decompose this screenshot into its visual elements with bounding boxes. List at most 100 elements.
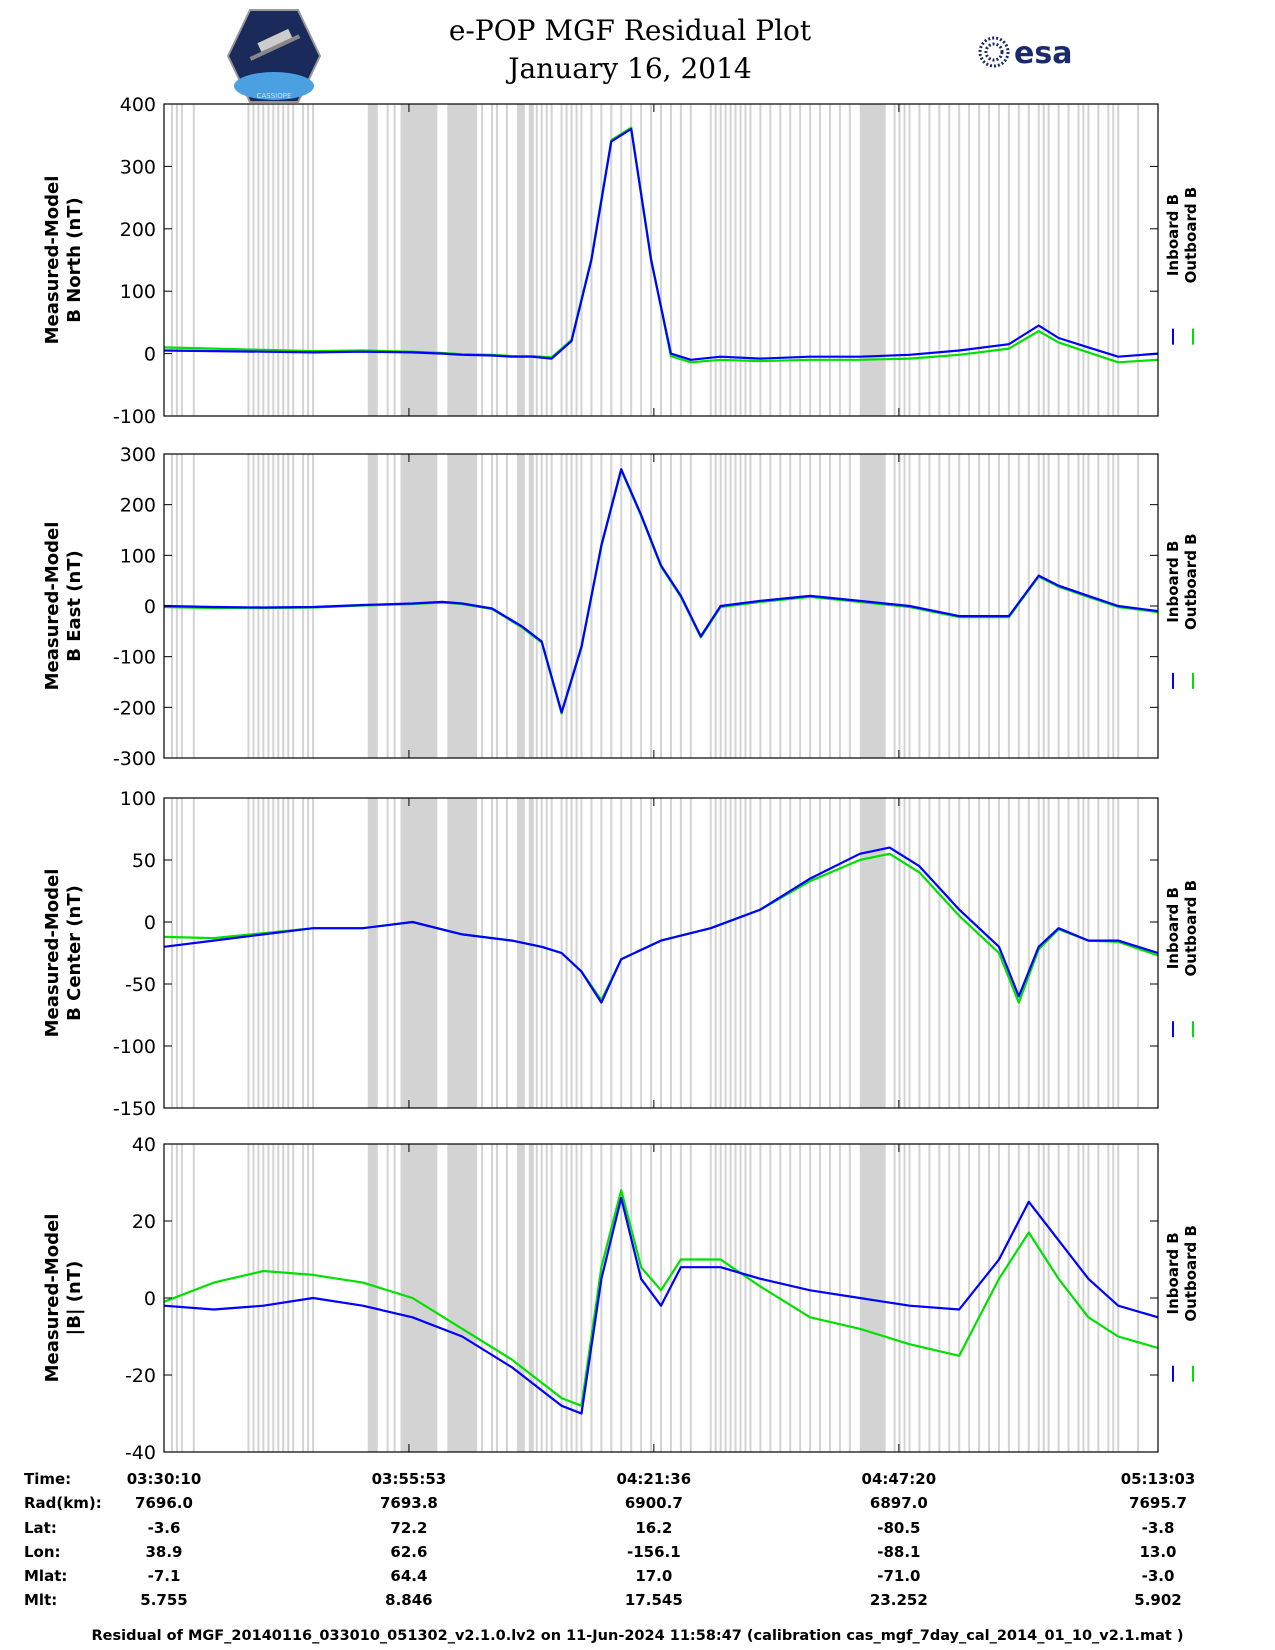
ephemeris-value: -3.6 (147, 1519, 181, 1537)
y-tick-label: -150 (113, 1098, 156, 1120)
y-tick-label: 300 (120, 444, 156, 466)
legend-inboard-label: Inboard B (1164, 194, 1182, 276)
esa-logo-icon: esa (978, 36, 1072, 71)
plot-date: January 16, 2014 (508, 52, 752, 85)
inboard-series-line (163, 1196, 1159, 1415)
y-tick-label: 0 (144, 912, 156, 934)
gap-band (516, 454, 525, 758)
gap-band (367, 1144, 378, 1452)
ephemeris-value: -80.5 (877, 1519, 921, 1537)
plot-frame (163, 797, 1159, 1109)
legend-outboard-label: Outboard B (1182, 187, 1200, 284)
legend-outboard-label: Outboard B (1182, 533, 1200, 630)
inboard-series-line (163, 127, 1159, 361)
ephemeris-value: 16.2 (635, 1519, 673, 1537)
y-tick-label: 100 (120, 281, 156, 303)
ephemeris-value: 7696.0 (135, 1494, 193, 1512)
y-axis-label: B Center (nT) (64, 885, 85, 1021)
y-tick-label: 300 (120, 156, 156, 178)
gap-band (400, 798, 438, 1108)
ephemeris-row-label: Mlat: (24, 1567, 68, 1585)
legend-inboard-label: Inboard B (1164, 1232, 1182, 1314)
gap-band (516, 798, 525, 1108)
legend-inboard-label: Inboard B (1164, 887, 1182, 969)
y-tick-label: 100 (120, 545, 156, 567)
ephemeris-value: -156.1 (626, 1543, 681, 1561)
y-tick-label: 40 (132, 1134, 156, 1156)
ephemeris-value: 6900.7 (624, 1494, 683, 1512)
gap-band (447, 1144, 478, 1452)
y-axis-label: B North (nT) (64, 197, 85, 323)
inboard-series-line (163, 468, 1159, 714)
ephemeris-value: -3.8 (1141, 1519, 1175, 1537)
gap-band (859, 104, 886, 416)
ephemeris-value: -88.1 (877, 1543, 921, 1561)
y-tick-label: 0 (144, 344, 156, 366)
plot-title: e-POP MGF Residual Plot (448, 14, 812, 47)
ephemeris-value: 8.846 (385, 1591, 433, 1609)
gap-band (516, 104, 525, 416)
y-tick-label: -100 (113, 1036, 156, 1058)
legend-inboard-label: Inboard B (1164, 541, 1182, 623)
legend-outboard-label: Outboard B (1182, 880, 1200, 977)
ephemeris-value: 17.0 (635, 1567, 673, 1585)
gap-band (367, 104, 378, 416)
ephemeris-value: 05:13:03 (1120, 1470, 1196, 1488)
y-tick-label: 0 (144, 1288, 156, 1310)
y-tick-label: -200 (113, 697, 156, 719)
gap-band (447, 798, 478, 1108)
ephemeris-value: 17.545 (624, 1591, 683, 1609)
ephemeris-value: 23.252 (869, 1591, 928, 1609)
ephemeris-row-label: Time: (24, 1470, 72, 1488)
y-tick-label: -100 (113, 406, 156, 428)
y-tick-label: -40 (125, 1442, 156, 1464)
inboard-series-line (163, 846, 1159, 1004)
ephemeris-row-label: Lat: (24, 1519, 57, 1537)
y-axis-label: B East (nT) (64, 550, 85, 662)
y-tick-label: 100 (120, 788, 156, 810)
y-tick-label: 50 (132, 850, 156, 872)
y-axis-label: |B| (nT) (64, 1261, 85, 1336)
gap-band (367, 798, 378, 1108)
y-tick-label: -20 (125, 1365, 156, 1387)
ephemeris-row-label: Mlt: (24, 1591, 58, 1609)
gap-band (400, 454, 438, 758)
ephemeris-value: 5.902 (1134, 1591, 1182, 1609)
ephemeris-value: -7.1 (147, 1567, 181, 1585)
gap-band (400, 104, 438, 416)
y-axis-label: Measured-Model (42, 1214, 63, 1383)
y-axis-label: Measured-Model (42, 522, 63, 691)
y-tick-label: 200 (120, 495, 156, 517)
ephemeris-value: 04:47:20 (861, 1470, 937, 1488)
gap-band (400, 1144, 438, 1452)
gap-band (516, 1144, 525, 1452)
ephemeris-value: 03:55:53 (371, 1470, 447, 1488)
ephemeris-value: 5.755 (140, 1591, 188, 1609)
gap-band (528, 1144, 534, 1452)
gap-band (859, 798, 886, 1108)
ephemeris-value: -71.0 (877, 1567, 921, 1585)
plot-frame (163, 103, 1159, 417)
ephemeris-value: 38.9 (145, 1543, 183, 1561)
outboard-series-line (163, 1189, 1159, 1407)
y-tick-label: 20 (132, 1211, 156, 1233)
y-tick-label: -100 (113, 647, 156, 669)
y-tick-label: 400 (120, 94, 156, 116)
ephemeris-value: 6897.0 (869, 1494, 928, 1512)
ephemeris-value: -3.0 (1141, 1567, 1175, 1585)
gap-band (528, 454, 534, 758)
ephemeris-value: 62.6 (390, 1543, 428, 1561)
y-tick-label: -50 (125, 974, 156, 996)
y-axis-label: Measured-Model (42, 176, 63, 345)
y-axis-label: Measured-Model (42, 869, 63, 1038)
ephemeris-value: 7693.8 (379, 1494, 438, 1512)
logo-caption: CASSIOPE (257, 92, 292, 100)
ephemeris-value: 7695.7 (1129, 1494, 1187, 1512)
y-tick-label: 200 (120, 219, 156, 241)
gap-band (447, 104, 478, 416)
legend-outboard-label: Outboard B (1182, 1225, 1200, 1322)
ephemeris-row-label: Lon: (24, 1543, 61, 1561)
ephemeris-value: 13.0 (1139, 1543, 1177, 1561)
ephemeris-value: 72.2 (390, 1519, 428, 1537)
